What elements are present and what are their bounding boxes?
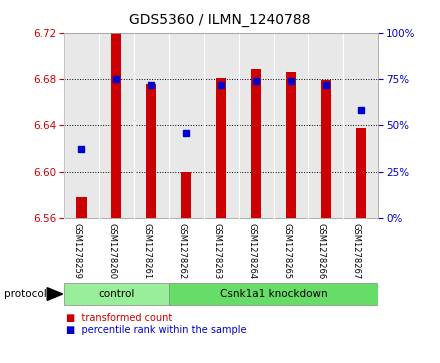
Text: GSM1278261: GSM1278261 xyxy=(142,223,151,279)
Text: GSM1278265: GSM1278265 xyxy=(282,223,291,279)
Bar xyxy=(76,197,87,218)
Polygon shape xyxy=(47,287,62,301)
Bar xyxy=(216,78,226,218)
Bar xyxy=(321,80,331,218)
Text: GSM1278263: GSM1278263 xyxy=(212,223,221,279)
Bar xyxy=(146,83,157,218)
Text: ■  transformed count: ■ transformed count xyxy=(66,313,172,323)
Bar xyxy=(169,282,378,305)
Text: GSM1278259: GSM1278259 xyxy=(72,223,81,279)
Text: protocol: protocol xyxy=(4,289,47,299)
Text: Csnk1a1 knockdown: Csnk1a1 knockdown xyxy=(220,289,327,298)
Text: control: control xyxy=(98,289,135,298)
Bar xyxy=(111,30,121,218)
Text: GSM1278266: GSM1278266 xyxy=(317,223,326,279)
Text: GSM1278260: GSM1278260 xyxy=(107,223,116,279)
Bar xyxy=(181,172,191,218)
Text: GSM1278262: GSM1278262 xyxy=(177,223,186,279)
Text: GDS5360 / ILMN_1240788: GDS5360 / ILMN_1240788 xyxy=(129,13,311,27)
Bar xyxy=(251,69,261,218)
Bar xyxy=(356,127,366,218)
Bar xyxy=(286,72,296,218)
Text: ■  percentile rank within the sample: ■ percentile rank within the sample xyxy=(66,325,246,335)
Text: GSM1278267: GSM1278267 xyxy=(352,223,361,279)
Text: GSM1278264: GSM1278264 xyxy=(247,223,256,279)
Bar xyxy=(64,282,169,305)
